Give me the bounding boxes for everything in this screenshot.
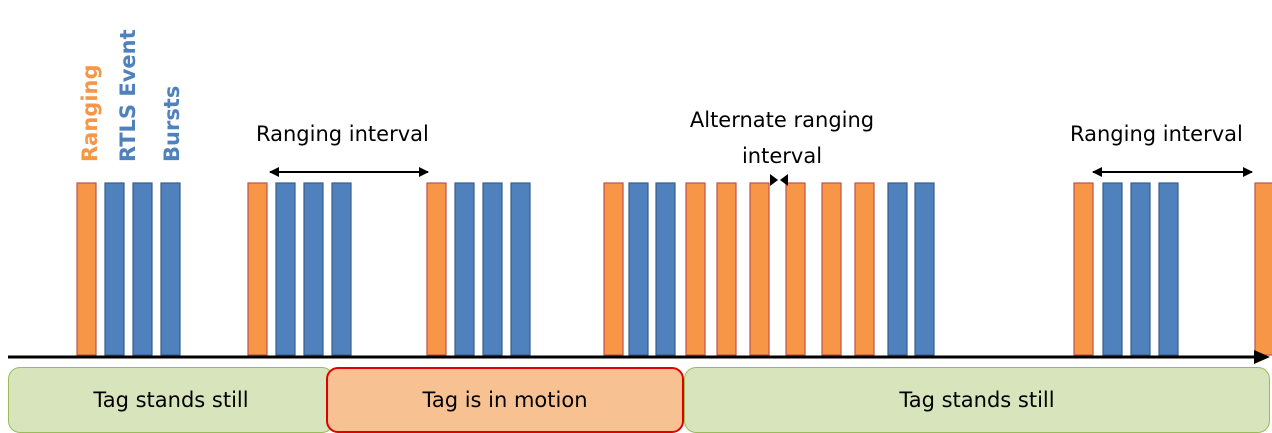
alternate-interval-arrow [770,174,788,186]
phase-label: Tag stands still [899,388,1055,412]
ranging-burst-bar [426,182,447,356]
phase-tag-in-motion: Tag is in motion [326,367,684,433]
rtls-event-burst-bar [914,182,935,356]
legend-rtls-event-label: RTLS Event [116,29,140,162]
rtls-event-burst-bar [482,182,503,356]
rtls-event-burst-bar [1130,182,1151,356]
rtls-event-burst-bar [655,182,676,356]
phase-label: Tag is in motion [422,388,588,412]
rtls-event-burst-bar [303,182,324,356]
time-axis-arrowhead [1254,350,1270,364]
phase-label: Tag stands still [93,388,249,412]
rtls-event-burst-bar [160,182,181,356]
ranging-burst-bar [785,182,806,356]
rtls-event-burst-bar [887,182,908,356]
alternate-ranging-label-line1: Alternate ranging [689,108,875,132]
rtls-event-burst-bar [1158,182,1179,356]
ranging-burst-bar [685,182,706,356]
rtls-event-burst-bar [454,182,475,356]
rtls-event-burst-bar [628,182,649,356]
ranging-burst-bar [854,182,875,356]
rtls-event-burst-bar [104,182,125,356]
burst-bars [76,182,1272,356]
ranging-burst-bar [716,182,737,356]
ranging-burst-bar [247,182,268,356]
ranging-interval-right-label: Ranging interval [1070,122,1243,146]
ranging-interval-left-label: Ranging interval [256,122,429,146]
ranging-burst-bar [603,182,624,356]
legend-ranging-label: Ranging [78,64,102,162]
legend-bursts-label: Bursts [160,85,184,162]
alternate-ranging-label-line2: interval [741,144,823,168]
ranging-burst-bar [749,182,770,356]
ranging-burst-bar [1073,182,1094,356]
rtls-event-burst-bar [331,182,352,356]
phase-tag-stands-still-2: Tag stands still [684,367,1270,433]
ranging-burst-bar [1254,182,1272,356]
rtls-event-burst-bar [510,182,531,356]
rtls-event-burst-bar [275,182,296,356]
ranging-burst-bar [821,182,842,356]
ranging-burst-bar [76,182,97,356]
rtls-event-burst-bar [1102,182,1123,356]
rtls-event-burst-bar [132,182,153,356]
phase-tag-stands-still-1: Tag stands still [8,367,334,433]
